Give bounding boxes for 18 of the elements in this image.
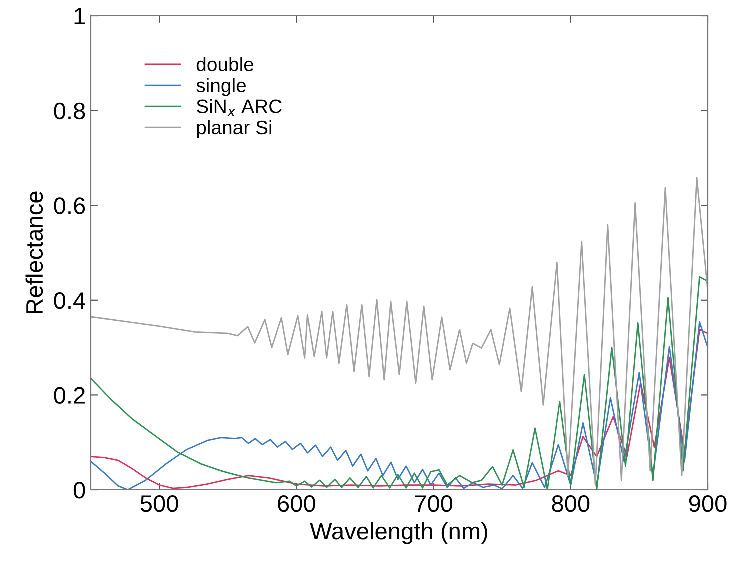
y-tick-label: 0.2 <box>54 387 85 404</box>
x-tick-label: 600 <box>278 495 316 512</box>
legend-label: single <box>196 78 246 96</box>
y-tick-label: 0 <box>74 482 86 499</box>
legend-label: double <box>196 57 254 72</box>
line-series <box>91 177 708 486</box>
y-tick-label: 1 <box>74 8 85 25</box>
x-axis-title: Wavelength (nm) <box>310 522 488 544</box>
legend-label: SiN$_{x}$ ARC <box>196 99 282 116</box>
y-tick-label: 0.8 <box>54 102 86 120</box>
x-tick-label: 700 <box>415 495 453 512</box>
x-tick-label: 900 <box>689 495 727 512</box>
x-tick-label: 800 <box>552 495 590 512</box>
x-tick-label: 500 <box>140 495 178 512</box>
y-axis-title: Reflectance <box>26 192 44 314</box>
legend-label: planar Si <box>197 120 272 138</box>
y-tick-label: 0.6 <box>54 198 86 214</box>
y-tick-label: 0.4 <box>54 292 86 310</box>
